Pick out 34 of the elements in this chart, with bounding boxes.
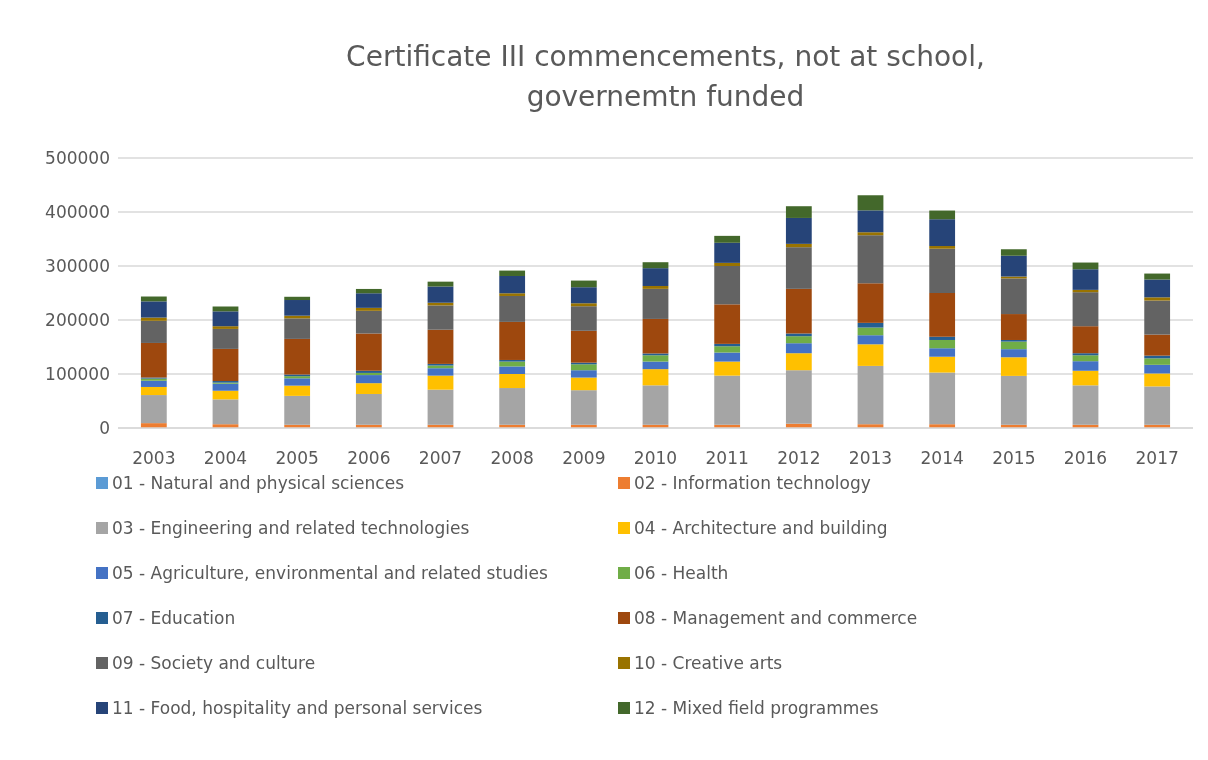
y-tick-label: 500000 <box>45 147 110 168</box>
y-tick-label: 400000 <box>45 201 110 222</box>
x-tick-label: 2008 <box>490 448 534 468</box>
legend-label: 08 - Management and commerce <box>634 607 918 628</box>
x-tick-label: 2013 <box>848 448 893 468</box>
x-tick-label: 2010 <box>633 448 678 468</box>
legend-label: 06 - Health <box>634 562 729 583</box>
legend-label: 10 - Creative arts <box>634 652 783 673</box>
y-tick-label: 200000 <box>45 309 110 330</box>
legend-label: 09 - Society and culture <box>112 652 316 673</box>
y-tick-label: 100000 <box>45 363 110 384</box>
legend-label: 04 - Architecture and building <box>634 517 888 538</box>
x-tick-label: 2012 <box>777 448 821 468</box>
legend-label: 07 - Education <box>112 607 236 628</box>
x-tick-label: 2017 <box>1135 448 1179 468</box>
x-tick-label: 2007 <box>418 448 463 468</box>
legend-label: 12 - Mixed field programmes <box>634 697 879 718</box>
legend-label: 02 - Information technology <box>634 472 871 493</box>
x-tick-label: 2015 <box>992 448 1036 468</box>
x-tick-label: 2011 <box>705 448 749 468</box>
legend-label: 11 - Food, hospitality and personal services <box>112 697 483 718</box>
chart-title: Certificate III commencements, not at school, governemtn funded <box>346 40 985 113</box>
x-tick-label: 2009 <box>562 448 606 468</box>
legend-label: 01 - Natural and physical sciences <box>112 472 405 493</box>
legend-label: 03 - Engineering and related technologies <box>112 517 470 538</box>
x-tick-label: 2004 <box>203 448 248 468</box>
x-tick-label: 2003 <box>132 448 176 468</box>
x-tick-label: 2005 <box>275 448 319 468</box>
legend-label: 05 - Agriculture, environmental and related studies <box>112 562 548 583</box>
x-tick-label: 2014 <box>920 448 964 468</box>
x-tick-label: 2006 <box>347 448 391 468</box>
x-tick-label: 2016 <box>1063 448 1108 468</box>
y-tick-label: 0 <box>99 417 110 438</box>
y-tick-label: 300000 <box>45 255 110 276</box>
